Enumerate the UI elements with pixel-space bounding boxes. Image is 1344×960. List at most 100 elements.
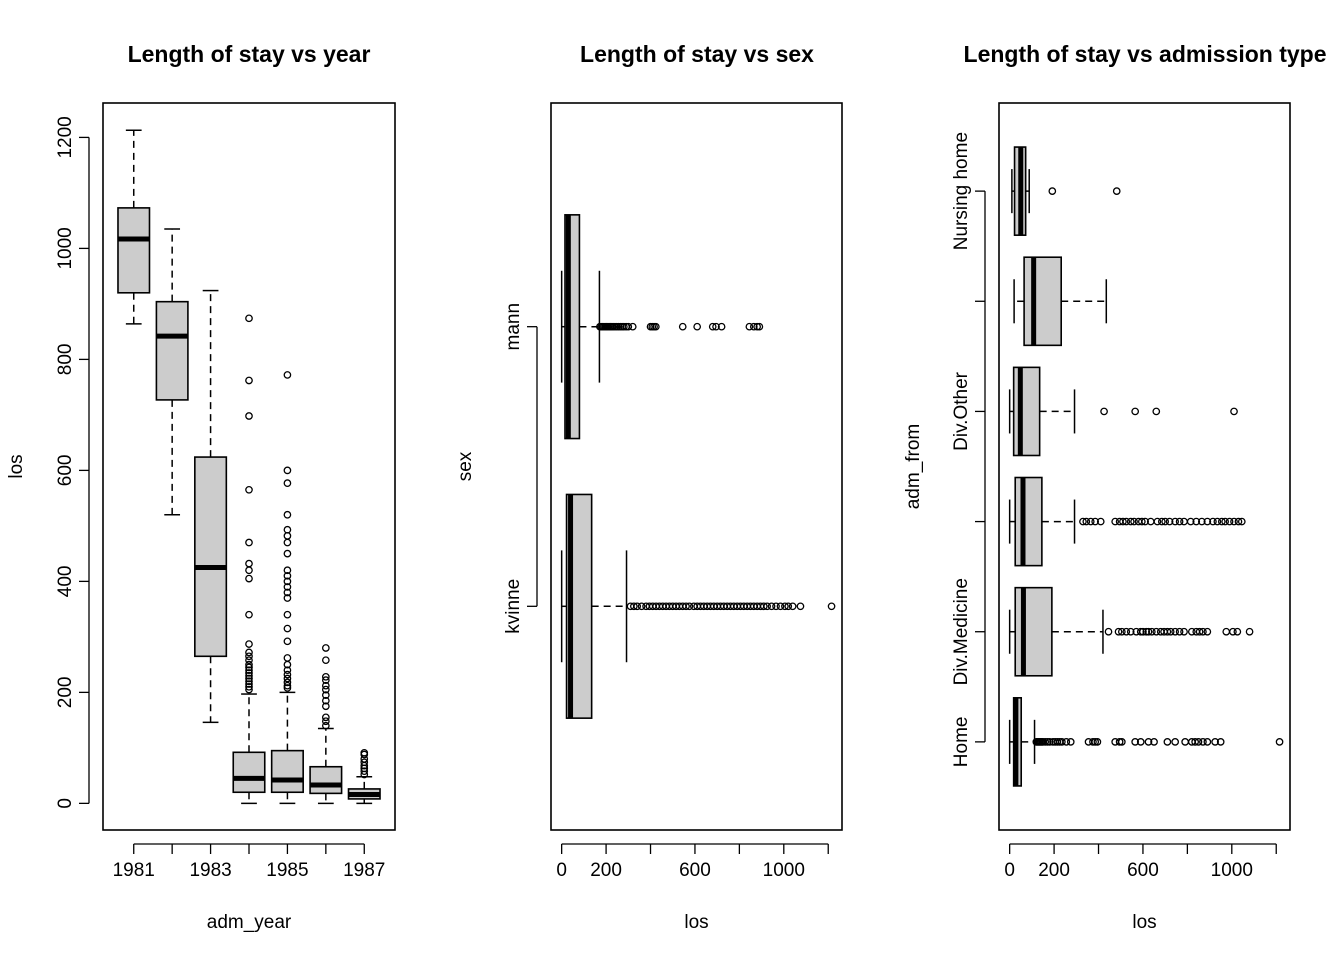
outlier-point [321, 681, 330, 690]
outlier-point [360, 767, 369, 776]
outlier-point [321, 702, 330, 711]
outlier-point [283, 681, 292, 690]
outlier-point [1142, 627, 1151, 636]
outlier-point [1157, 517, 1166, 526]
x-tick-label: 1981 [113, 860, 155, 881]
chart-title: Length of stay vs admission type [964, 41, 1327, 67]
y-axis: kvinne mann [503, 303, 538, 634]
outlier-point [1130, 517, 1138, 526]
outlier-point [628, 322, 637, 331]
iqr-box [270, 749, 304, 794]
panel-3: Length of stay vs admission type 0 200 600 1… [903, 41, 1326, 933]
outlier-point [1213, 517, 1222, 526]
outlier-point [245, 671, 253, 680]
iqr-box [232, 751, 266, 794]
outlier-point [245, 682, 253, 691]
outlier-point [1122, 627, 1131, 636]
outlier-point [283, 610, 292, 619]
outlier-point [245, 485, 253, 494]
y-tick-label: 200 [55, 677, 76, 709]
outlier-point [1096, 517, 1105, 526]
outlier-point [1237, 517, 1246, 526]
iqr-box [1014, 476, 1043, 567]
outlier-point [283, 538, 292, 547]
outlier-point [1181, 738, 1190, 746]
outlier-point [245, 538, 253, 547]
outlier-point [1089, 738, 1097, 746]
outlier-point [1136, 738, 1145, 746]
y-tick-label: Nursing home [951, 132, 972, 250]
outlier-point [283, 583, 292, 591]
y-tick-label: kvinne [503, 579, 524, 634]
x-axis: 0 200 600 1000 [1004, 843, 1277, 881]
outlier-point [1153, 517, 1162, 526]
box-1981 [117, 129, 151, 325]
outlier-point [781, 602, 789, 611]
outlier-point [360, 758, 369, 767]
outlier-point [1217, 517, 1226, 526]
outlier-point [245, 660, 253, 669]
outlier-point [1171, 517, 1180, 526]
outlier-point [283, 532, 292, 540]
outlier-point [1144, 738, 1153, 746]
outlier-point [767, 602, 776, 611]
outlier-point [1175, 627, 1184, 636]
outlier-point [283, 371, 292, 379]
outlier-point [1180, 517, 1188, 526]
outlier-point [283, 684, 292, 692]
outlier-point [772, 602, 780, 611]
outlier-point [245, 685, 253, 694]
outlier-point [1150, 738, 1158, 746]
box-1987 [347, 749, 381, 805]
outlier-point [245, 412, 253, 420]
outlier-point [1122, 517, 1131, 526]
outlier-point [717, 322, 726, 331]
box-1984 [232, 314, 266, 805]
outlier-point [620, 322, 628, 331]
box-1983 [194, 289, 228, 724]
outlier-point [245, 656, 253, 665]
outlier-point [624, 322, 633, 331]
x-tick-label: 600 [1127, 860, 1159, 881]
outlier-point [753, 322, 761, 331]
x-axis-label: adm_year [207, 912, 292, 933]
outlier-point [678, 322, 687, 331]
outlier-point [682, 602, 690, 611]
outlier-point [1117, 627, 1126, 636]
outlier-point [693, 322, 702, 331]
outlier-point [283, 654, 292, 662]
outlier-point [245, 669, 253, 677]
outlier-point [1192, 517, 1201, 526]
outlier-point [1104, 627, 1113, 636]
outlier-point [759, 602, 768, 611]
outlier-point [283, 571, 292, 580]
x-axis: 0 200 600 1000 [556, 843, 829, 881]
outlier-point [788, 602, 797, 611]
panel-2: Length of stay vs sex 0 200 600 1000 kvinne ma… [455, 41, 843, 933]
iqr-box [1012, 366, 1041, 457]
y-tick-label: 1200 [55, 116, 76, 158]
x-axis: 1981 1983 1985 1987 [113, 843, 385, 881]
x-tick-label: 0 [556, 860, 567, 881]
outlier-point [245, 652, 253, 661]
x-tick-label: 200 [590, 860, 622, 881]
outlier-point [1171, 627, 1180, 636]
outlier-point [321, 656, 330, 665]
box-1982 [155, 228, 189, 516]
outlier-point [1119, 517, 1127, 526]
outlier-point [283, 637, 292, 646]
outlier-point [637, 602, 646, 611]
outlier-point [1053, 738, 1062, 746]
x-tick-label: 1000 [763, 860, 805, 881]
outlier-point [1152, 627, 1161, 636]
outlier-point [245, 666, 253, 675]
outlier-point [245, 663, 253, 672]
outlier-point [1111, 517, 1120, 526]
chart-title: Length of stay vs sex [580, 41, 814, 67]
outlier-point [321, 685, 330, 694]
outlier-point [1147, 627, 1156, 636]
y-axis: Home Div.Medicine Div.Other Nursing home [951, 132, 986, 767]
outlier-point [712, 322, 720, 331]
iqr-box [155, 300, 189, 401]
outlier-point [1114, 627, 1123, 636]
